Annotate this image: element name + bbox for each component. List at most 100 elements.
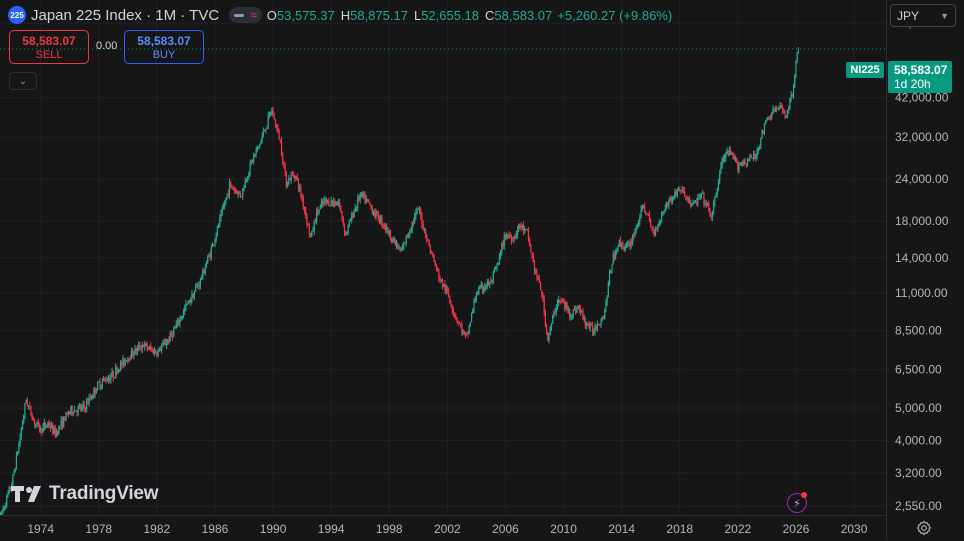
candle-body	[372, 212, 375, 214]
indicator-wave-icon[interactable]: ≈	[250, 8, 257, 22]
candle-body	[429, 246, 432, 252]
currency-select[interactable]: JPY ▼	[890, 4, 956, 27]
collapse-legend-button[interactable]: ⌄	[9, 72, 37, 90]
candle-body	[193, 291, 195, 299]
price-chart[interactable]	[0, 0, 886, 515]
candle-body	[786, 109, 789, 116]
candle-body	[721, 160, 723, 167]
candle-body	[112, 371, 114, 378]
y-tick-label: 2,550.00	[895, 499, 942, 513]
candle-body	[761, 130, 763, 139]
candle-body	[385, 227, 387, 230]
candle-body	[47, 422, 49, 426]
candle-body	[567, 309, 569, 310]
candle-body	[255, 149, 257, 154]
candle-body	[158, 348, 160, 351]
legend-toggle[interactable]: ≈	[229, 7, 262, 23]
candle-body	[92, 396, 94, 399]
candle-body	[99, 381, 101, 388]
candle-body	[584, 317, 586, 326]
candle-body	[445, 288, 447, 291]
candle-body	[625, 244, 628, 246]
candle-body	[50, 425, 53, 428]
candle-body	[416, 208, 418, 213]
candle-body	[569, 309, 571, 317]
candle-body	[17, 452, 19, 454]
candle-body	[596, 324, 599, 330]
candle-body	[277, 127, 279, 132]
candle-body	[78, 405, 81, 407]
chart-area[interactable]	[0, 0, 886, 515]
candle-body	[216, 226, 218, 236]
candle-body	[141, 345, 143, 350]
candle-body	[393, 239, 395, 241]
symbol-title[interactable]: Japan 225 Index · 1M · TVC	[31, 6, 220, 24]
candle-body	[658, 221, 660, 225]
gear-icon[interactable]	[916, 520, 932, 536]
candle-body	[566, 304, 568, 310]
lightning-icon[interactable]: ⚡	[787, 493, 807, 513]
candle-body	[178, 320, 180, 324]
candle-body	[663, 210, 665, 212]
price-axis[interactable]: 70,000.0042,000.0032,000.0024,000.0018,0…	[886, 0, 964, 540]
candle-body	[190, 299, 192, 303]
candle-body	[605, 302, 607, 311]
buy-button[interactable]: 58,583.07 BUY	[124, 30, 204, 64]
candle-body	[128, 357, 130, 359]
candle-body	[470, 313, 473, 323]
candle-body	[179, 319, 181, 324]
candle-body	[467, 333, 469, 335]
hide-icon[interactable]	[234, 13, 245, 17]
close-value: 58,583.07	[494, 7, 553, 23]
candle-body	[642, 205, 645, 207]
candle-body	[698, 195, 700, 198]
candle-body	[353, 210, 355, 217]
candle-body	[81, 406, 83, 410]
candle-body	[498, 256, 501, 263]
symbol-logo-icon[interactable]: 225	[8, 6, 26, 24]
candle-body	[355, 207, 358, 209]
candle-body	[725, 152, 727, 159]
candle-body	[443, 283, 445, 287]
candle-body	[713, 202, 715, 211]
candle-body	[555, 307, 557, 313]
candle-body	[406, 235, 409, 237]
candle-body	[121, 363, 123, 366]
candle-body	[286, 183, 289, 187]
candle-body	[95, 389, 97, 394]
candle-body	[660, 213, 663, 221]
candle-body	[203, 269, 205, 274]
candle-body	[227, 193, 229, 195]
candle-body	[479, 286, 481, 289]
candle-body	[652, 227, 654, 233]
candle-body	[317, 210, 319, 213]
candle-body	[205, 262, 208, 268]
candle-body	[755, 155, 757, 159]
candle-body	[438, 270, 440, 279]
candle-body	[739, 164, 741, 166]
candle-body	[358, 197, 360, 201]
candle-body	[162, 342, 164, 347]
candle-body	[46, 425, 48, 427]
candle-body	[263, 130, 266, 132]
candle-body	[512, 240, 514, 242]
candle-body	[767, 116, 769, 119]
candle-body	[119, 363, 122, 370]
candle-body	[515, 235, 517, 237]
candle-body	[35, 423, 37, 425]
x-tick-label: 1982	[144, 522, 171, 536]
candle-body	[771, 113, 773, 119]
time-axis[interactable]: 1974 1978 1982 1986 1990 1994 1998 2002 2006 2010…	[0, 515, 886, 540]
candle-body	[210, 247, 212, 258]
candle-body	[76, 411, 78, 413]
candle-body	[262, 130, 264, 136]
sell-button[interactable]: 58,583.07 SELL	[9, 30, 89, 64]
candle-body	[399, 247, 401, 251]
candle-body	[362, 192, 364, 197]
candle-body	[233, 189, 235, 191]
candle-body	[24, 403, 26, 416]
candle-body	[519, 223, 521, 226]
tradingview-logo[interactable]: TradingView	[11, 483, 159, 505]
candle-body	[415, 212, 417, 217]
candle-body	[101, 380, 103, 386]
